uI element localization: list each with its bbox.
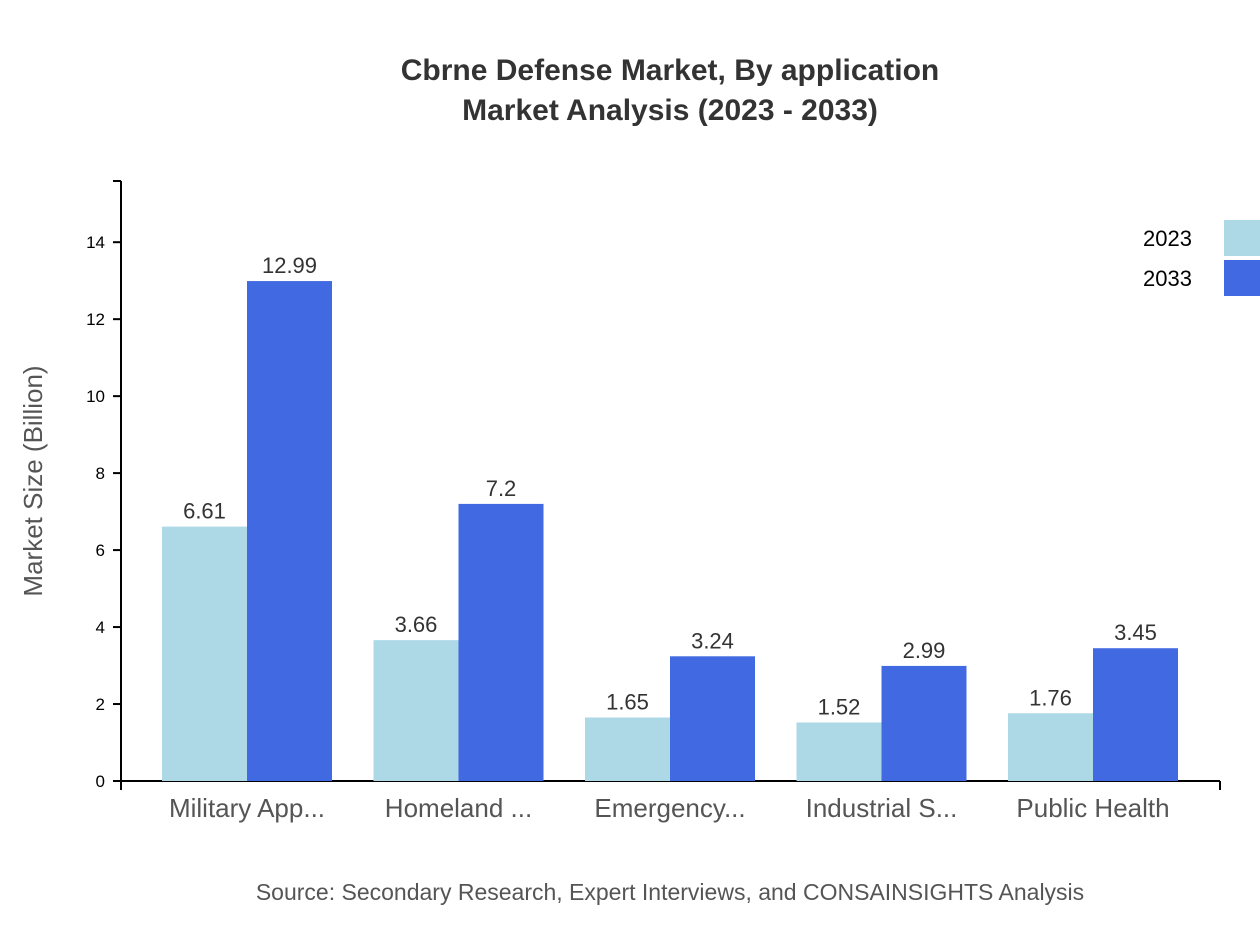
y-axis-label: Market Size (Billion) bbox=[18, 365, 48, 596]
y-tick-label: 2 bbox=[96, 695, 105, 714]
data-label: 12.99 bbox=[262, 253, 317, 278]
y-tick-label: 8 bbox=[96, 464, 105, 483]
legend-label: 2023 bbox=[1143, 226, 1192, 251]
y-tick-label: 4 bbox=[96, 618, 105, 637]
y-tick-label: 10 bbox=[86, 387, 105, 406]
bar-2033 bbox=[458, 503, 544, 781]
data-label: 7.2 bbox=[486, 476, 517, 501]
x-tick-label: Emergency... bbox=[594, 793, 745, 823]
bar-2033 bbox=[247, 281, 332, 781]
data-label: 3.24 bbox=[691, 628, 734, 653]
bar-2033 bbox=[881, 665, 967, 781]
source-note: Source: Secondary Research, Expert Inter… bbox=[256, 879, 1084, 905]
data-label: 1.52 bbox=[818, 695, 861, 720]
bar-2023 bbox=[162, 526, 247, 781]
legend-swatch bbox=[1224, 220, 1260, 256]
x-tick-label: Homeland ... bbox=[385, 793, 532, 823]
data-label: 2.99 bbox=[903, 638, 946, 663]
y-tick-label: 6 bbox=[96, 541, 105, 560]
legend-swatch bbox=[1224, 260, 1260, 296]
y-tick-label: 0 bbox=[96, 772, 105, 791]
data-label: 1.76 bbox=[1029, 685, 1072, 710]
bar-2033 bbox=[1093, 648, 1178, 781]
bar-2023 bbox=[373, 640, 459, 781]
y-tick-label: 14 bbox=[86, 233, 105, 252]
x-tick-label: Military App... bbox=[169, 793, 325, 823]
bar-2033 bbox=[670, 656, 755, 781]
data-label: 3.45 bbox=[1114, 620, 1157, 645]
y-tick-label: 12 bbox=[86, 310, 105, 329]
legend-label: 2033 bbox=[1143, 266, 1192, 291]
bar-2023 bbox=[585, 717, 670, 781]
data-label: 6.61 bbox=[183, 499, 226, 524]
bar-2023 bbox=[796, 722, 882, 781]
data-label: 3.66 bbox=[395, 612, 438, 637]
chart-title: Cbrne Defense Market, By application bbox=[401, 54, 939, 87]
x-tick-label: Industrial S... bbox=[806, 793, 958, 823]
bar-2023 bbox=[1008, 713, 1093, 781]
data-label: 1.65 bbox=[606, 689, 649, 714]
x-tick-label: Public Health bbox=[1016, 793, 1169, 823]
chart-subtitle: Market Analysis (2023 - 2033) bbox=[462, 94, 878, 127]
